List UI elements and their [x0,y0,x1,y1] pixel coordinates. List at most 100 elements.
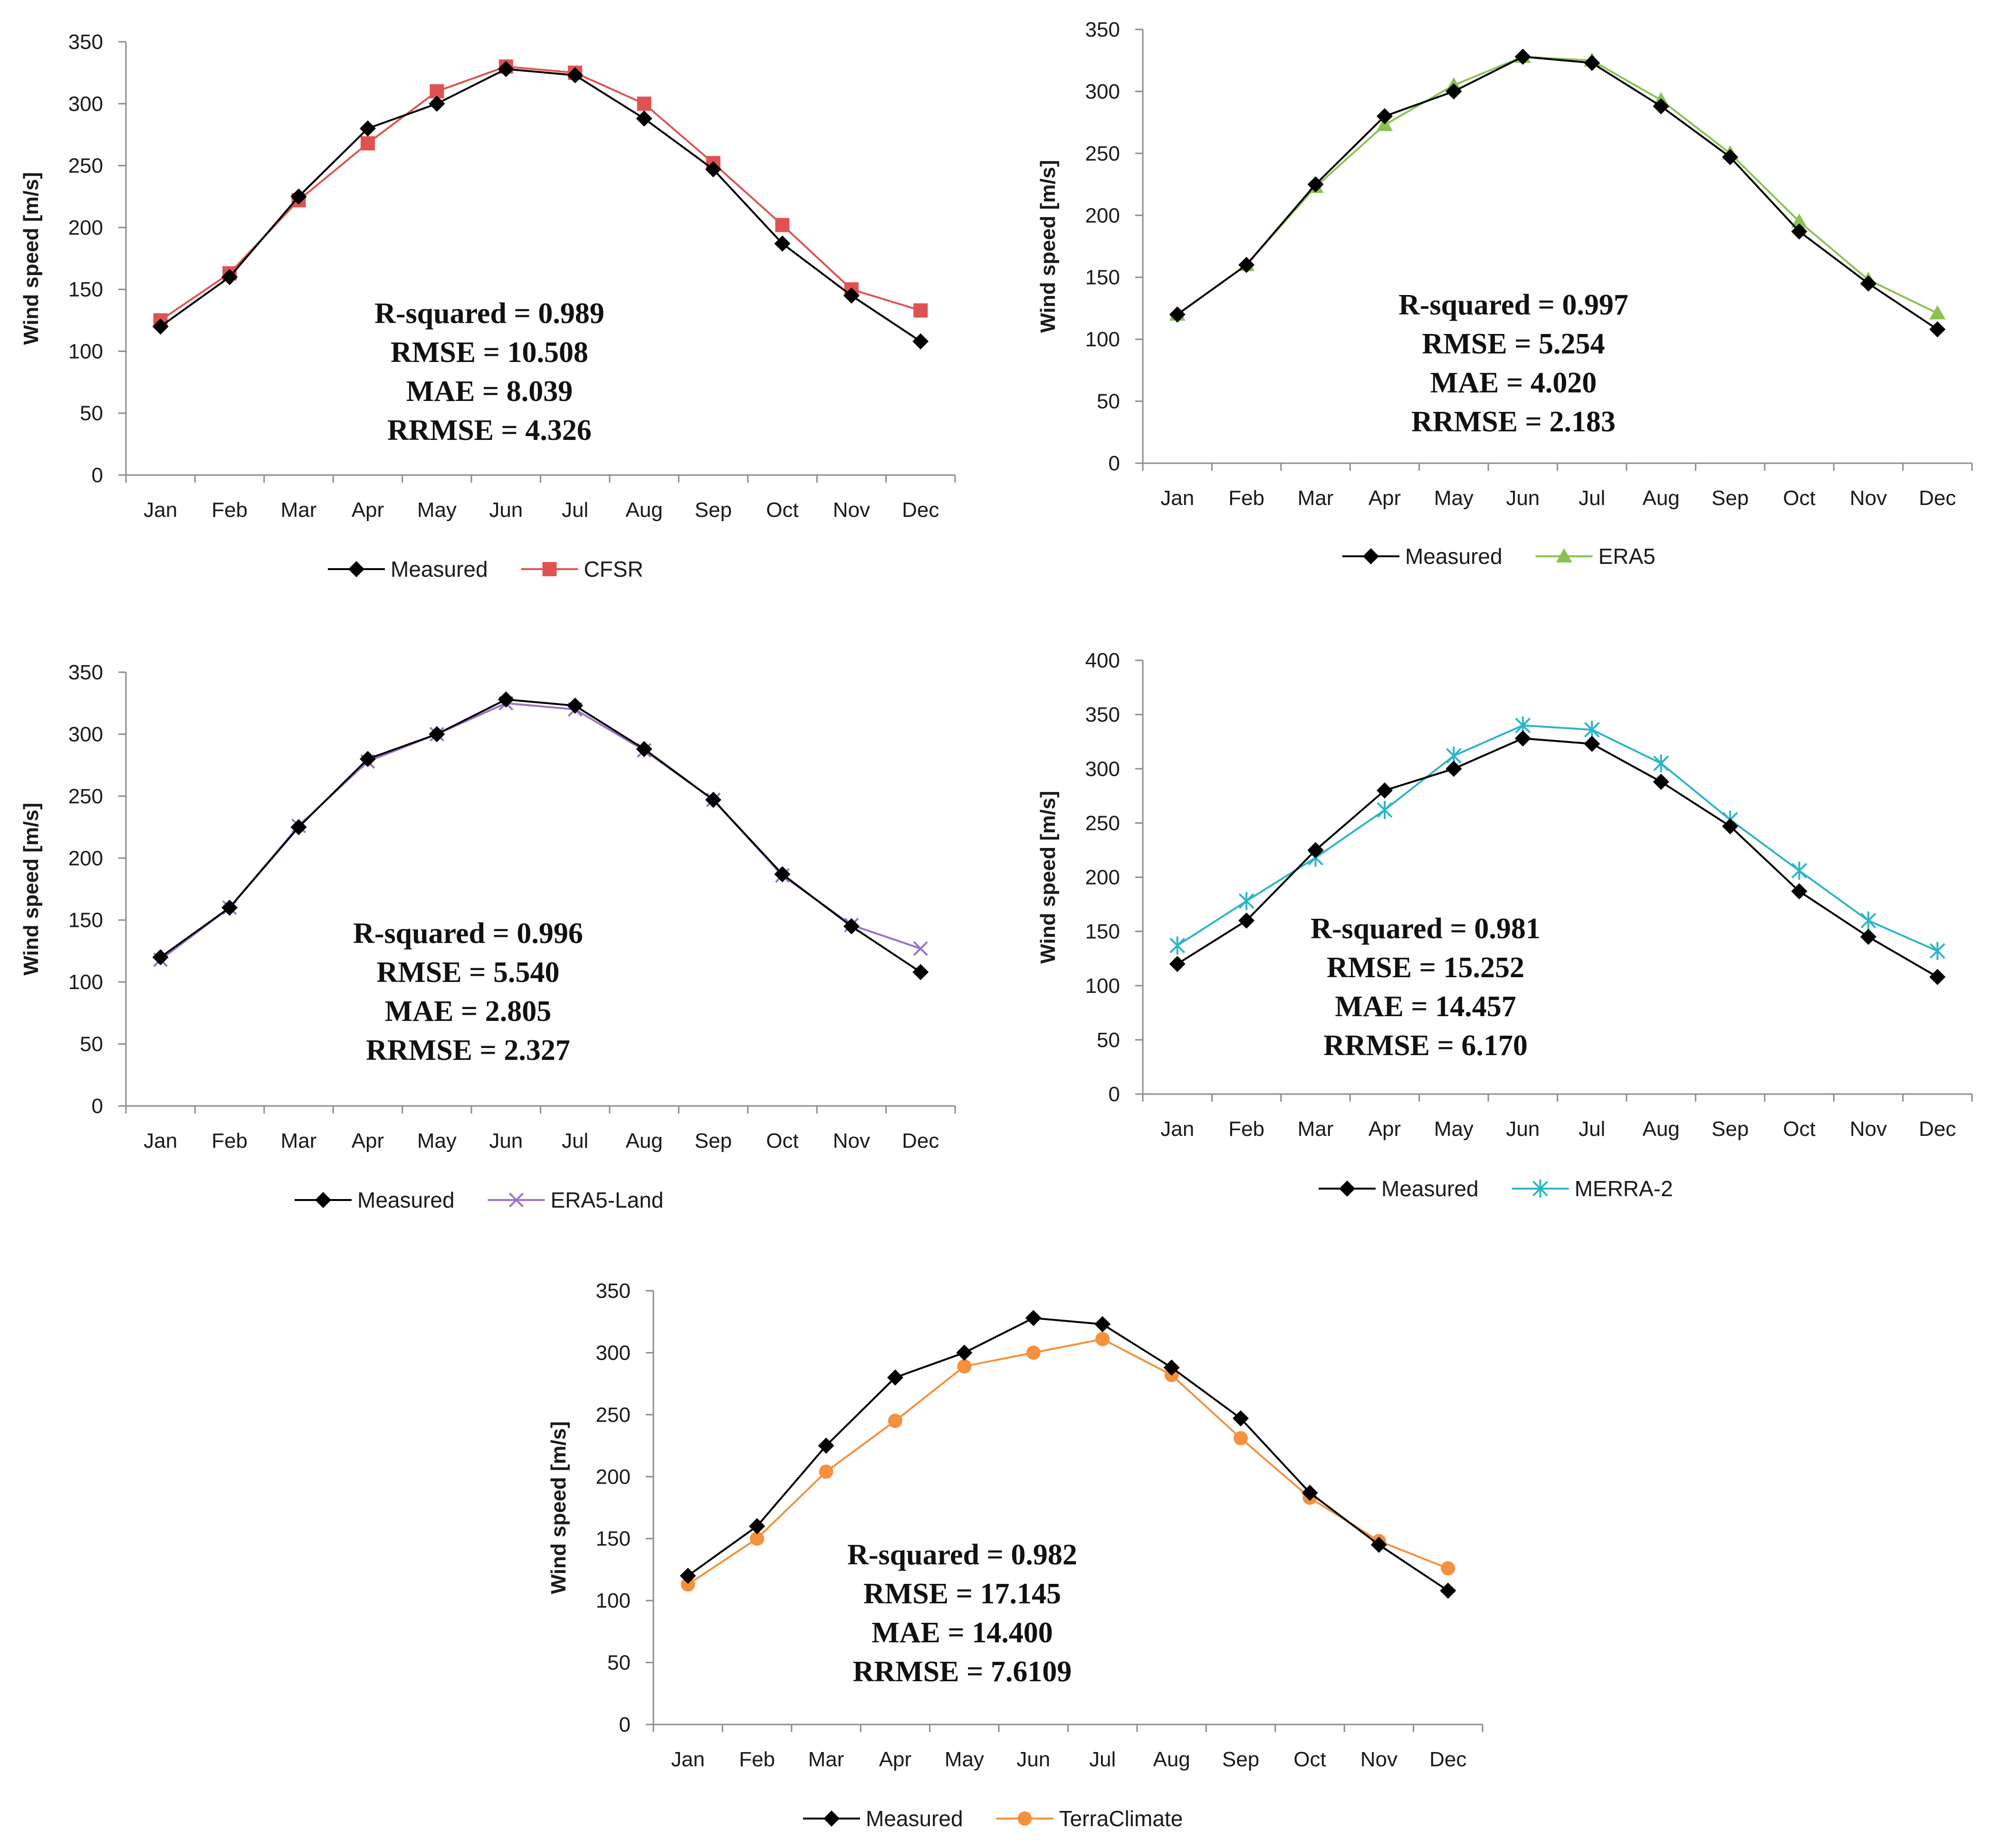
legend-label-measured: Measured [1405,544,1503,569]
y-tick-label: 100 [1085,974,1120,998]
x-tick-label: Dec [1429,1748,1466,1771]
y-tick-label: 350 [1085,703,1120,726]
stat-annotation: RRMSE = 6.170 [1323,1029,1528,1062]
data-point-measured [912,964,929,981]
y-tick-label: 50 [1097,1029,1120,1052]
x-tick-label: Jun [1506,1117,1540,1141]
data-point-terraclimate [1095,1332,1110,1346]
x-tick-label: Dec [902,1129,939,1153]
y-tick-label: 300 [1085,80,1120,103]
data-point-measured [774,866,791,883]
data-point-measured [1791,883,1808,900]
stat-annotation: RMSE = 15.252 [1327,952,1524,984]
x-tick-label: Jun [1506,486,1540,510]
chart-era5-land: 0 50 100 150 200 250 300 350 Jan Feb Mar Apr May Jun J… [19,661,956,1212]
x-tick-label: Feb [211,1129,248,1153]
data-point-measured [705,161,722,178]
x-tick-label: Jan [144,498,177,522]
legend-marker-measured [315,1192,331,1208]
y-tick-label: 50 [1097,390,1120,413]
data-point-cfsr [637,96,651,111]
data-point-measured [1376,782,1393,799]
y-tick-label: 250 [68,785,103,808]
y-tick-label: 250 [596,1403,631,1427]
y-tick-label: 350 [1085,18,1120,41]
data-point-measured [1307,176,1324,193]
data-point-measured [636,741,652,757]
stat-annotation: RMSE = 17.145 [863,1578,1061,1610]
y-axis-label: Wind speed [m/s] [547,1421,570,1594]
x-tick-label: Jan [1160,1117,1194,1141]
y-tick-label: 350 [68,661,103,684]
data-point-merra-2 [1238,892,1254,910]
y-tick-label: 0 [92,464,103,487]
series-line-measured [1177,737,1938,978]
legend-label-cfsr: CFSR [584,557,643,581]
data-point-cfsr [913,303,928,318]
x-tick-label: Oct [766,1129,798,1153]
x-tick-label: May [417,498,457,522]
series-line-merra-2 [1177,724,1938,952]
data-point-measured [359,751,376,767]
x-tick-label: Jul [1089,1748,1116,1771]
data-point-measured [1163,1359,1180,1376]
data-point-terraclimate [819,1464,833,1479]
y-tick-label: 300 [1085,757,1120,781]
x-tick-label: Jan [1160,486,1194,510]
data-point-measured [290,819,307,836]
stat-annotation: MAE = 8.039 [406,375,573,408]
data-point-measured [774,235,791,252]
data-point-measured [429,95,445,112]
data-point-merra-2 [1791,861,1807,880]
series-line-terraclimate [687,1338,1449,1585]
y-tick-label: 150 [68,278,103,301]
data-point-measured [1584,735,1600,752]
series-line-measured [687,1317,1449,1591]
data-point-measured [749,1518,766,1534]
data-point-measured [1445,83,1462,100]
data-point-measured [843,918,860,934]
data-point-measured [912,333,929,350]
data-point-measured [1169,306,1186,323]
x-tick-label: Aug [1642,486,1679,510]
legend-label-terraclimate: TerraClimate [1059,1806,1183,1831]
y-axis-label: Wind speed [m/s] [19,803,43,976]
stat-annotation: RRMSE = 4.326 [387,414,592,447]
y-tick-label: 50 [80,402,103,425]
legend-marker-measured [348,561,364,577]
data-point-measured [1653,98,1669,114]
data-point-measured [680,1567,696,1584]
y-axis-label: Wind speed [m/s] [1036,791,1060,964]
chart-cfsr: 0 50 100 150 200 250 300 350 Jan Feb Mar Apr May Jun J… [19,30,956,581]
data-point-measured [429,726,445,743]
x-tick-label: Sep [1712,486,1749,510]
data-point-era5 [1791,213,1808,228]
legend-marker-measured [1339,1181,1355,1197]
stat-annotation: RRMSE = 7.6109 [853,1656,1072,1688]
data-point-measured [1722,149,1739,165]
data-point-terraclimate [750,1531,765,1546]
data-point-era5 [1929,305,1946,320]
x-tick-label: Dec [1919,486,1956,510]
x-tick-label: Oct [766,498,798,522]
legend-marker-merra-2 [1532,1180,1548,1198]
x-tick-label: Dec [1919,1117,1956,1141]
data-point-measured [1514,730,1531,747]
x-tick-label: Sep [695,498,732,522]
data-point-terraclimate [957,1359,972,1374]
x-tick-label: Aug [1153,1748,1190,1771]
legend-marker-era5 [1556,548,1572,562]
data-point-measured [1169,956,1186,972]
data-point-measured [498,691,514,708]
x-tick-label: Mar [281,498,317,522]
data-point-measured [956,1344,973,1361]
y-tick-label: 150 [1085,920,1120,943]
legend-label-era5-land: ERA5-Land [551,1188,664,1212]
stat-annotation: MAE = 14.457 [1335,991,1516,1023]
y-tick-label: 350 [596,1279,631,1303]
data-point-merra-2 [1169,936,1186,955]
stat-annotation: R-squared = 0.982 [847,1539,1077,1571]
stat-annotation: RMSE = 10.508 [391,336,588,369]
x-tick-label: Mar [808,1748,844,1771]
y-tick-label: 0 [92,1095,103,1118]
